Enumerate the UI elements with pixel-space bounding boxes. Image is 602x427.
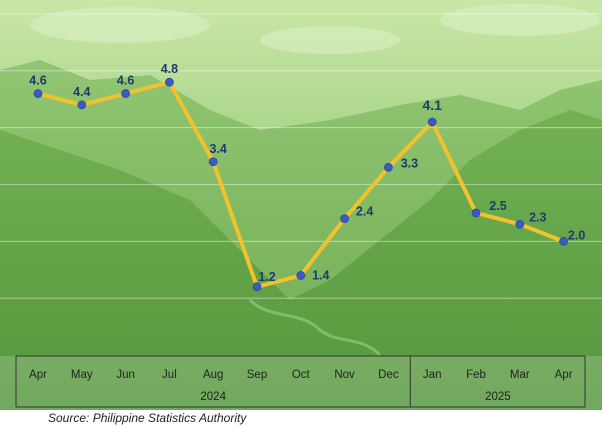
data-point	[77, 100, 87, 110]
data-label: 3.4	[210, 142, 227, 156]
x-tick-label: Dec	[378, 369, 399, 381]
data-point	[33, 89, 43, 98]
year-label: 2024	[200, 391, 226, 403]
x-tick-label: Jul	[162, 369, 177, 381]
data-point	[340, 214, 350, 224]
x-tick-label: Sep	[247, 369, 267, 381]
series-markers	[33, 77, 568, 292]
chart-area: Apr May Jun Jul Aug Sep Oct Nov Dec Jan Feb Mar Apr 2…	[0, 0, 602, 410]
data-point	[164, 77, 174, 87]
x-tick-label: May	[71, 369, 93, 381]
x-tick-label: Nov	[334, 369, 355, 381]
axis-band	[0, 356, 602, 410]
x-axis: Apr May Jun Jul Aug Sep Oct Nov Dec Jan Feb Mar Apr 2…	[0, 355, 602, 410]
x-tick-label: Jan	[423, 369, 442, 381]
data-label: 3.3	[401, 156, 418, 170]
gridlines	[0, 13, 602, 299]
data-point	[208, 157, 218, 167]
data-point	[121, 89, 130, 98]
source-note: Source: Philippine Statistics Authority	[48, 411, 247, 425]
data-label: 4.6	[29, 74, 46, 88]
data-label: 4.6	[117, 74, 134, 88]
data-point	[515, 219, 525, 229]
data-label: 1.2	[258, 270, 275, 284]
data-point	[559, 236, 568, 246]
background-mountains-near	[0, 110, 602, 410]
data-label: 1.4	[312, 268, 329, 282]
x-tick-label: Aug	[203, 369, 223, 381]
x-tick-label: Apr	[555, 369, 573, 381]
data-point	[427, 117, 437, 127]
data-label: 4.4	[73, 85, 90, 99]
data-point	[383, 163, 393, 172]
x-tick-label: Jun	[116, 369, 135, 381]
data-label: 4.8	[161, 62, 178, 76]
x-tick-label: Apr	[29, 369, 47, 381]
background-river	[248, 298, 382, 357]
data-label: 2.0	[568, 228, 585, 242]
data-label: 2.5	[489, 199, 506, 213]
x-tick-label: Feb	[466, 369, 486, 381]
x-tick-label: Oct	[292, 369, 311, 381]
background-clouds	[30, 4, 600, 54]
data-label: 4.1	[422, 97, 442, 113]
data-labels: 4.6 4.4 4.6 4.8 3.4 1.2 1.4 2.4 3.3 4.1 2.5 2.3 2.0	[29, 62, 585, 284]
data-point	[296, 271, 306, 280]
data-label: 2.3	[529, 210, 546, 224]
year-label: 2025	[485, 391, 511, 403]
data-point	[471, 208, 481, 218]
x-tick-label: Mar	[510, 369, 530, 381]
line-chart: Apr May Jun Jul Aug Sep Oct Nov Dec Jan Feb Mar Apr 2…	[0, 0, 602, 410]
data-point	[252, 282, 262, 292]
data-label: 2.4	[356, 205, 373, 219]
